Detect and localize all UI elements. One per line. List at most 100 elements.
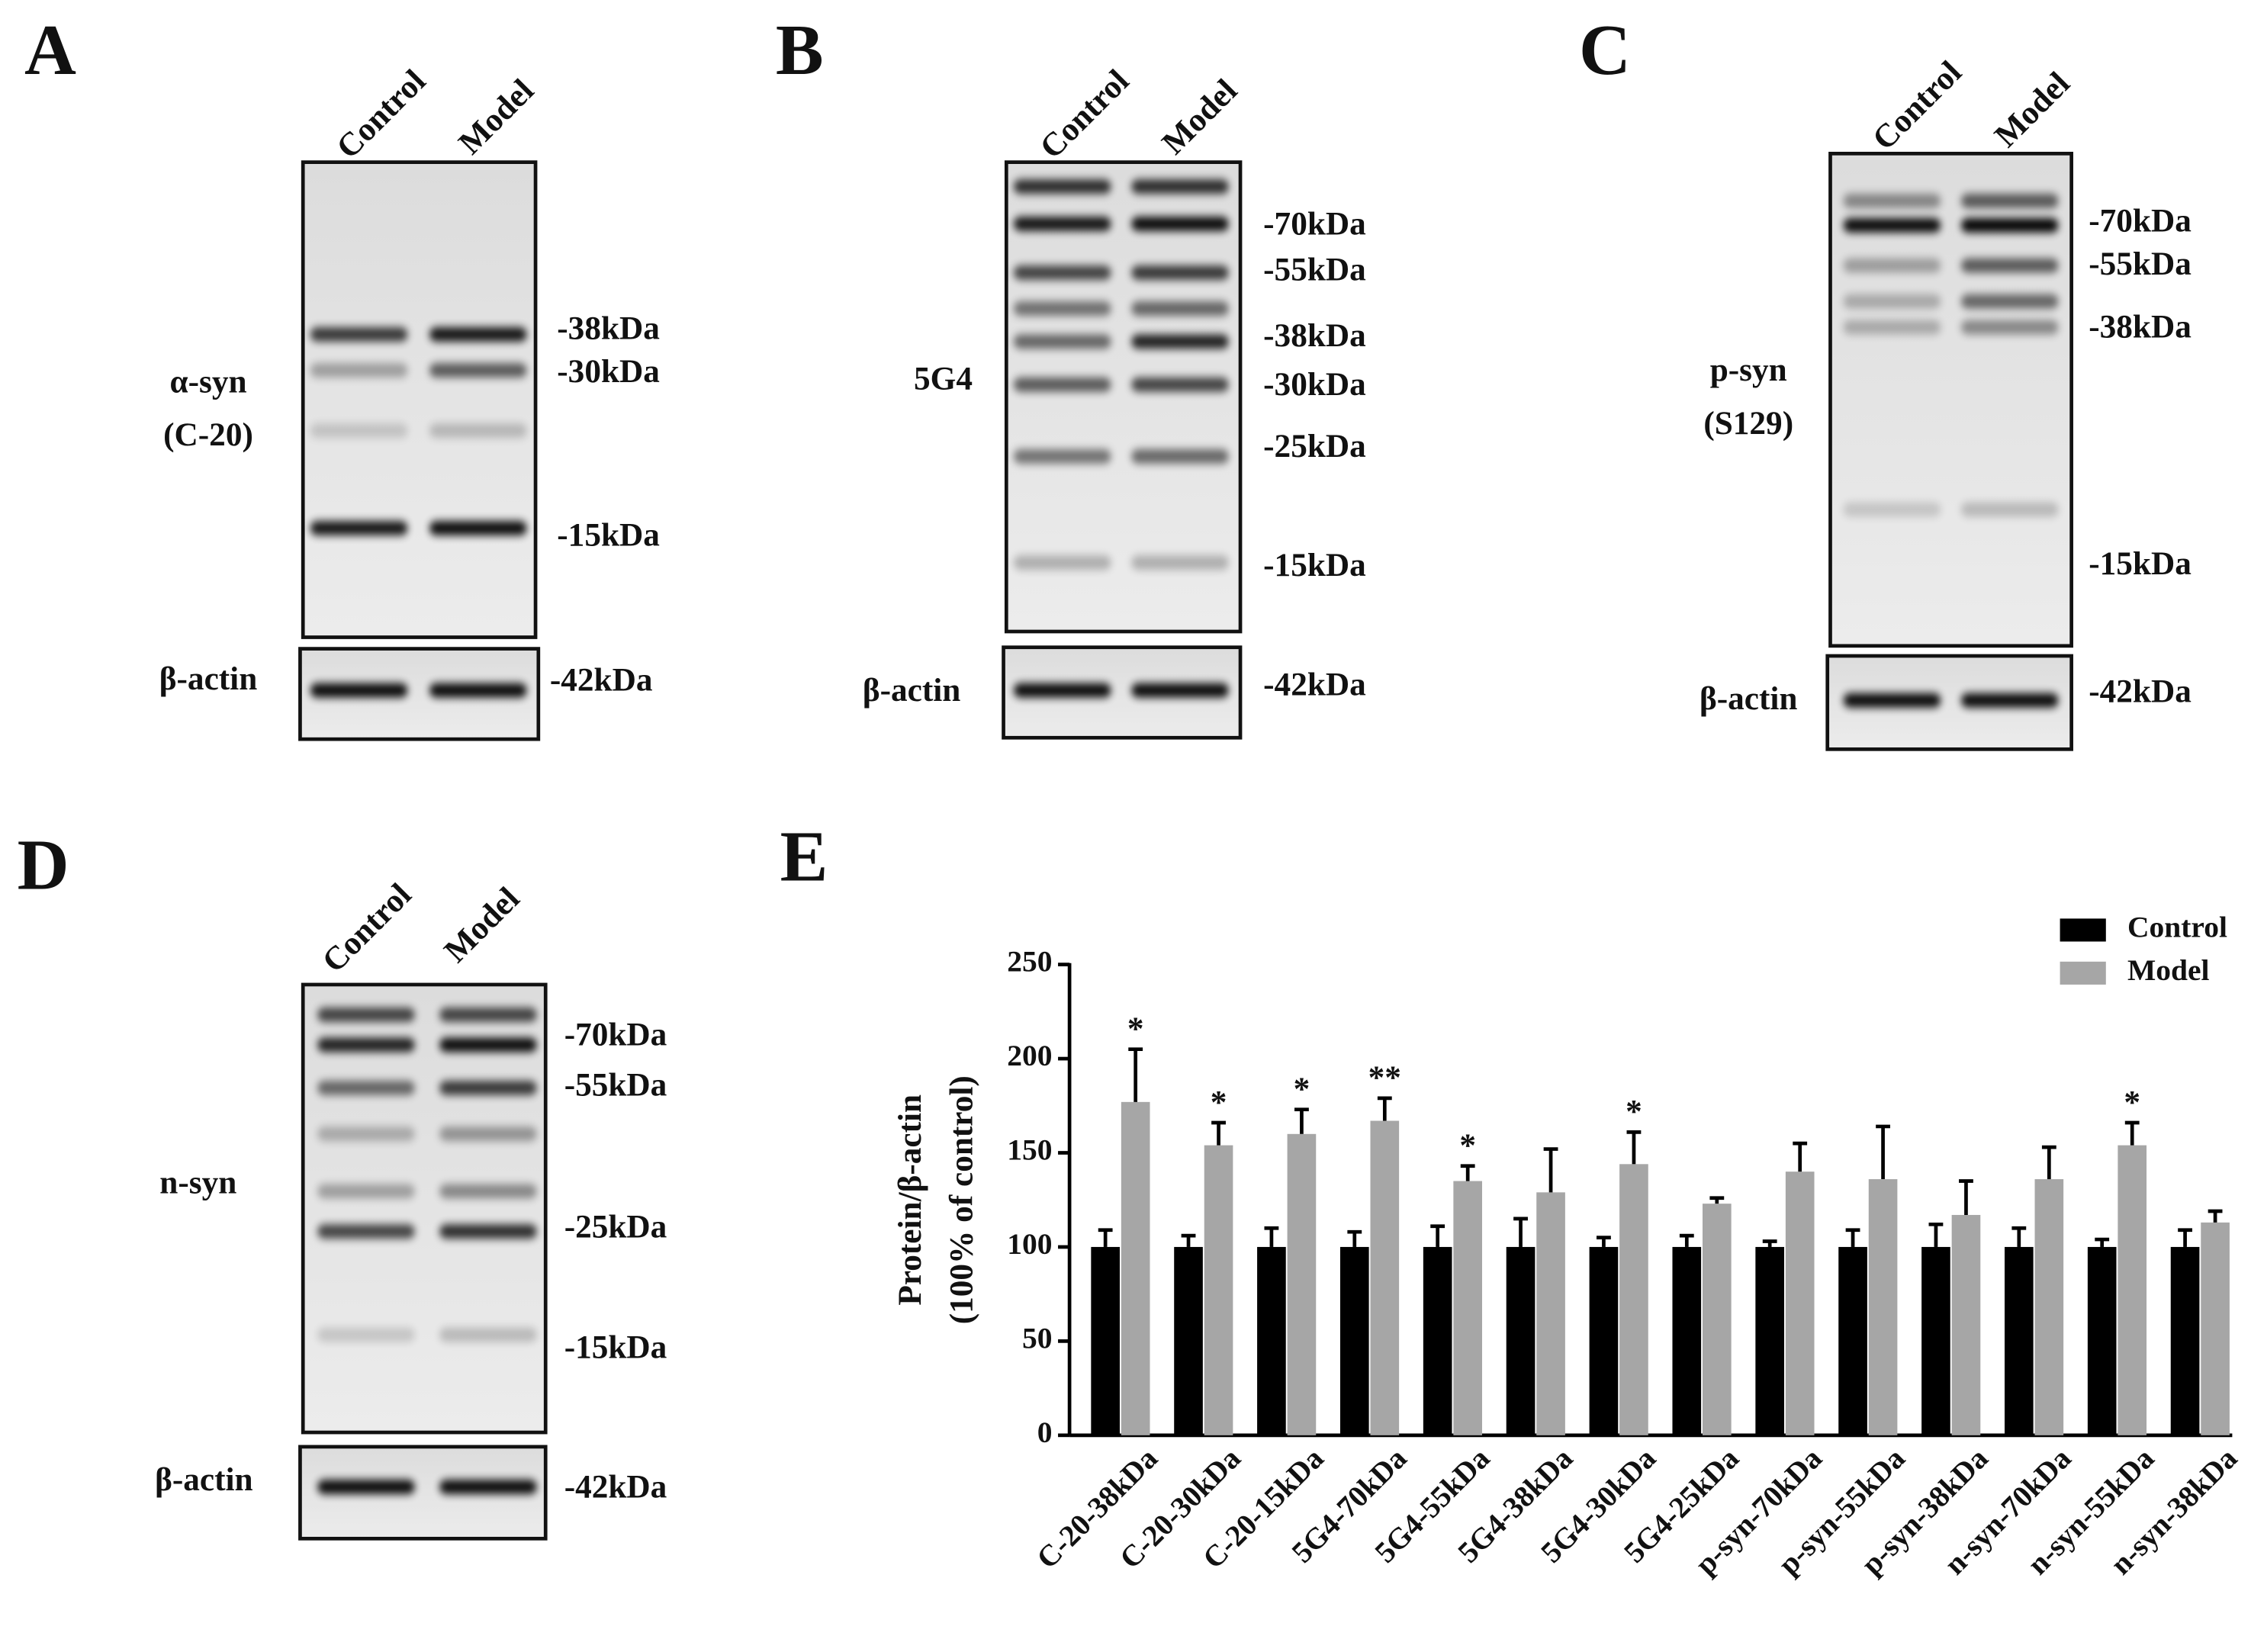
bar <box>2087 1246 2117 1435</box>
marker-label: -70kDa <box>1263 205 1366 242</box>
error-bar <box>1460 1164 1475 1181</box>
band <box>1960 258 2059 273</box>
band <box>317 1037 415 1053</box>
bar <box>1755 1246 1784 1435</box>
band <box>310 683 408 698</box>
blot-frame <box>1004 160 1243 634</box>
error-bar <box>2041 1145 2056 1180</box>
band <box>1960 502 2059 517</box>
bar <box>1921 1246 1950 1435</box>
error-bar <box>1430 1224 1445 1247</box>
lane-label: Model <box>1987 65 2076 154</box>
bar <box>1951 1214 1981 1435</box>
band <box>1131 449 1229 464</box>
marker-label: -42kDa <box>550 662 653 699</box>
y-axis-label: Protein/β-actin <box>892 1094 928 1306</box>
bar <box>1453 1181 1483 1435</box>
bar <box>2004 1246 2034 1435</box>
legend-swatch <box>2060 961 2106 985</box>
error-bar <box>1762 1239 1777 1247</box>
antibody-label: p-syn <box>1710 352 1787 388</box>
bar <box>2034 1179 2064 1435</box>
bar <box>2118 1145 2147 1435</box>
band <box>1131 179 1229 194</box>
loading-control-label: β-actin <box>863 672 961 709</box>
error-bar <box>1347 1229 1362 1247</box>
error-bar <box>1181 1233 1196 1247</box>
band <box>1131 217 1229 231</box>
blot-frame <box>301 982 548 1435</box>
marker-label: -30kDa <box>1263 366 1366 403</box>
marker-label: -25kDa <box>564 1209 667 1245</box>
bar <box>1287 1133 1317 1435</box>
band <box>429 521 527 535</box>
marker-label: -55kDa <box>564 1066 667 1103</box>
band <box>1843 218 1941 233</box>
bar <box>1204 1145 1233 1435</box>
band <box>439 1224 537 1239</box>
band <box>439 1327 537 1342</box>
band <box>1013 683 1111 698</box>
band <box>1013 179 1111 194</box>
error-bar <box>1211 1120 1226 1146</box>
band <box>1843 294 1941 309</box>
band <box>1131 301 1229 317</box>
band <box>1131 265 1229 280</box>
marker-label: -15kDa <box>1263 547 1366 583</box>
band <box>1843 502 1941 517</box>
lane-label: Model <box>437 880 526 969</box>
marker-label: -15kDa <box>557 517 660 554</box>
band <box>310 521 408 535</box>
band <box>310 423 408 438</box>
loading-control-label: β-actin <box>1700 680 1798 717</box>
error-bar <box>1845 1228 1860 1247</box>
band <box>439 1081 537 1095</box>
bar <box>1703 1204 1732 1435</box>
significance-label: * <box>1294 1071 1310 1107</box>
marker-label: -15kDa <box>564 1329 667 1366</box>
marker-label: -38kDa <box>1263 317 1366 354</box>
bar <box>1838 1246 1867 1435</box>
blot-panel: B Control Model 5G4 β-actin -70kDa -55kDa -38kD… <box>776 11 1366 740</box>
band <box>1960 320 2059 335</box>
band <box>429 423 527 438</box>
blot-frame <box>301 160 538 639</box>
error-bar <box>1377 1096 1392 1121</box>
marker-label: -70kDa <box>2089 203 2192 239</box>
band <box>1960 294 2059 309</box>
band <box>439 1037 537 1053</box>
error-bar <box>2124 1120 2140 1146</box>
y-tick-label: 100 <box>1007 1227 1052 1261</box>
antibody-label: 5G4 <box>914 361 973 397</box>
blot-frame <box>1828 152 2073 648</box>
band <box>317 1184 415 1199</box>
band <box>310 363 408 378</box>
significance-label: * <box>2124 1084 2140 1120</box>
bar <box>2201 1222 2230 1435</box>
band <box>1131 377 1229 392</box>
error-bar <box>2178 1228 2192 1247</box>
bar <box>1370 1120 1400 1435</box>
y-tick-label: 250 <box>1007 945 1052 979</box>
error-bar <box>1959 1179 1973 1215</box>
band <box>1131 683 1229 698</box>
error-bar <box>1128 1047 1143 1102</box>
marker-label: -42kDa <box>2089 673 2192 710</box>
antibody-label: (C-20) <box>163 416 253 453</box>
band <box>1960 693 2059 708</box>
panel-letter: A <box>24 11 76 90</box>
error-bar <box>1709 1196 1725 1204</box>
error-bar <box>1513 1217 1528 1247</box>
blot-panel: C Control Model p-syn (S129) β-actin -70kDa -55… <box>1579 11 2192 751</box>
significance-label: * <box>1127 1011 1144 1047</box>
band <box>317 1081 415 1095</box>
band <box>439 1008 537 1022</box>
panel-letter: D <box>18 826 69 905</box>
antibody-label: n-syn <box>159 1164 236 1200</box>
marker-label: -55kDa <box>1263 251 1366 288</box>
significance-label: ** <box>1368 1059 1401 1096</box>
band <box>439 1127 537 1142</box>
marker-label: -38kDa <box>557 310 660 347</box>
